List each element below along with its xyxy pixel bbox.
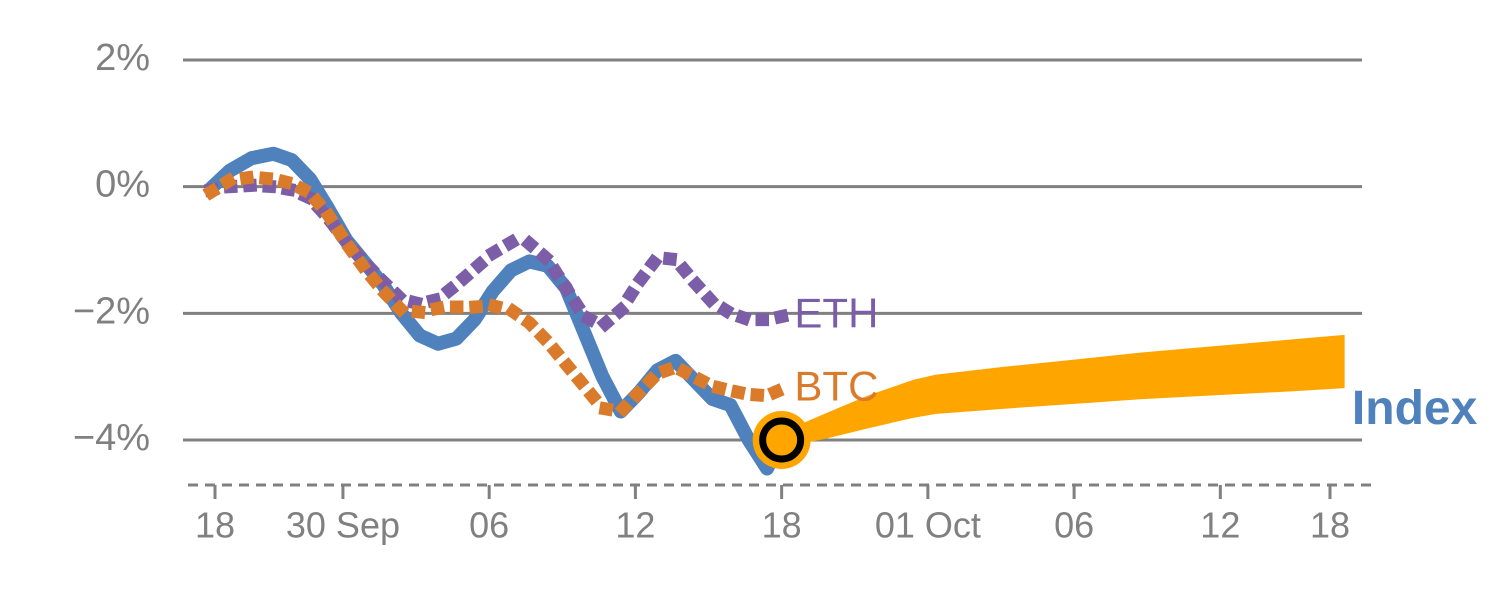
y-tick-label: −4% xyxy=(73,417,150,459)
series-labels: Index ETH BTC xyxy=(794,290,1477,436)
series-label-btc: BTC xyxy=(794,362,878,409)
marker-dot[interactable] xyxy=(759,417,805,463)
y-tick-label: 0% xyxy=(95,164,150,206)
y-tick-label: 2% xyxy=(95,37,150,79)
x-tick-label: 18 xyxy=(762,504,802,545)
x-tick-label: 30 Sep xyxy=(286,504,400,545)
x-tick-label: 12 xyxy=(1200,504,1240,545)
x-tick-label: 06 xyxy=(469,504,509,545)
y-tick-label: −2% xyxy=(73,290,150,332)
forecast-band-shape xyxy=(781,334,1345,448)
x-tick-label: 18 xyxy=(195,504,235,545)
series-line-index xyxy=(204,146,789,476)
x-tick-label: 18 xyxy=(1310,504,1350,545)
series-line-btc xyxy=(202,170,791,418)
series-label-index: Index xyxy=(1352,382,1478,435)
x-axis-tick-labels: 18 30 Sep 06 12 18 01 Oct 06 12 18 xyxy=(195,504,1350,545)
x-axis xyxy=(188,483,1372,499)
current-value-marker[interactable] xyxy=(752,411,811,469)
series-lines xyxy=(202,146,791,476)
x-tick-label: 06 xyxy=(1054,504,1094,545)
x-tick-label: 01 Oct xyxy=(875,504,981,545)
x-tick-label: 12 xyxy=(615,504,655,545)
y-axis-tick-labels: 2% 0% −2% −4% xyxy=(73,37,150,459)
series-label-eth: ETH xyxy=(794,290,878,337)
forecast-band xyxy=(781,334,1345,448)
